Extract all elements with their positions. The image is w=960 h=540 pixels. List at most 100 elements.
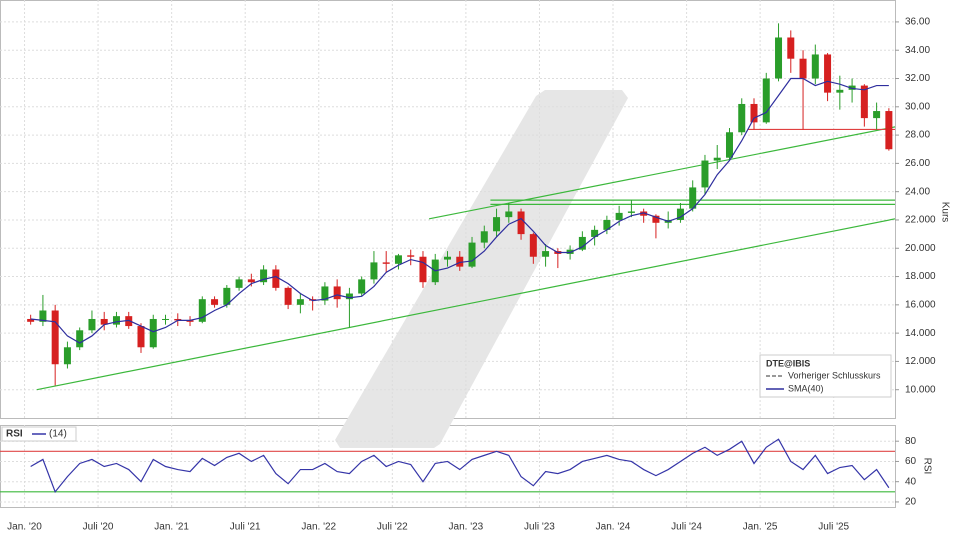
y-tick-label: 36.00 (905, 17, 930, 28)
candle-body (63, 347, 71, 365)
candle-body (162, 318, 170, 320)
candle-body (836, 89, 844, 93)
y-tick-label: 16.000 (905, 299, 936, 310)
candle-body (444, 256, 451, 260)
candle-body (493, 217, 501, 232)
candle-body (799, 58, 807, 79)
candle-body (125, 316, 133, 327)
candle-body (51, 310, 59, 365)
candle-body (750, 103, 758, 123)
candle-body (456, 256, 464, 267)
y-tick-label: 12.000 (905, 356, 936, 367)
trend-line (428, 126, 896, 220)
candle-body (149, 318, 157, 348)
candle-body (676, 208, 684, 220)
candle-body (211, 299, 219, 305)
x-tick-label: Jan. '22 (301, 522, 336, 533)
candle-body (517, 211, 525, 235)
rsi-title: RSI (6, 429, 23, 440)
legend-label: Vorheriger Schlusskurs (788, 370, 881, 380)
candle-body (333, 286, 341, 300)
candle-body (272, 269, 280, 288)
candle-body (542, 251, 550, 257)
x-tick-label: Jan. '24 (596, 522, 631, 533)
series-line (30, 438, 890, 494)
candle-body (566, 249, 574, 254)
candle-body (284, 287, 292, 305)
y-tick-label: 26.00 (905, 158, 930, 169)
candle-body (260, 269, 268, 283)
candle-body (615, 212, 623, 220)
candle-body (860, 85, 868, 119)
trend-line (36, 218, 896, 391)
candle-body (76, 330, 84, 348)
candle-body (309, 299, 317, 301)
y-tick-label: 32.00 (905, 73, 930, 84)
x-tick-label: Juli '21 (230, 522, 261, 533)
y-tick-label: 20.000 (905, 243, 936, 254)
y-tick-label: 14.000 (905, 328, 936, 339)
candle-body (468, 242, 476, 267)
candle-body (505, 211, 513, 218)
series-line (30, 77, 889, 344)
candle-body (394, 255, 402, 264)
candle-body (88, 318, 96, 331)
candle-body (529, 234, 537, 257)
y-tick-label: 40 (905, 476, 917, 487)
candle-body (198, 299, 206, 322)
rsi-legend-label: (14) (49, 429, 67, 440)
candle-body (235, 279, 243, 288)
candle-body (640, 211, 648, 216)
candle-body (247, 279, 255, 283)
candle-body (885, 111, 893, 150)
candle-body (811, 54, 819, 79)
candle-body (578, 236, 586, 250)
candle-body (701, 160, 709, 188)
candle-body (824, 54, 832, 93)
candle-body (713, 157, 721, 161)
x-tick-label: Juli '20 (83, 522, 114, 533)
x-tick-label: Jan. '23 (449, 522, 484, 533)
candle-body (137, 326, 145, 348)
candle-body (296, 299, 304, 305)
x-tick-label: Juli '23 (524, 522, 555, 533)
x-tick-label: Juli '24 (671, 522, 702, 533)
y-tick-label: 30.00 (905, 101, 930, 112)
y-tick-label: 10.000 (905, 384, 936, 395)
watermark (335, 90, 628, 448)
candle-body (27, 318, 35, 322)
y-tick-label: 24.00 (905, 186, 930, 197)
y-tick-label: 80 (905, 436, 917, 447)
x-tick-label: Juli '22 (377, 522, 408, 533)
x-tick-label: Juli '25 (818, 522, 849, 533)
rsi-axis-label: RSI (921, 458, 932, 475)
candle-body (419, 256, 427, 283)
candle-body (223, 287, 231, 305)
candle-body (382, 262, 390, 264)
candle-body (689, 187, 697, 209)
x-tick-label: Jan. '25 (743, 522, 778, 533)
x-tick-label: Jan. '20 (7, 522, 42, 533)
candle-body (112, 316, 120, 325)
candle-body (370, 262, 378, 280)
candle-body (358, 279, 366, 294)
candle-body (321, 286, 329, 301)
y-tick-label: 60 (905, 456, 917, 467)
legend-title: DTE@IBIS (766, 358, 810, 368)
candle-body (848, 85, 856, 90)
candle-body (39, 310, 47, 322)
x-tick-label: Jan. '21 (154, 522, 189, 533)
candle-body (627, 211, 635, 213)
candle-body (725, 132, 733, 158)
candle-body (345, 293, 353, 300)
candle-body (775, 37, 783, 79)
candle-body (762, 78, 770, 123)
candle-body (186, 320, 194, 322)
candle-body (873, 111, 881, 119)
candle-body (480, 231, 488, 243)
y-tick-label: 18.000 (905, 271, 936, 282)
candle-body (591, 229, 599, 237)
y-tick-label: 20 (905, 497, 917, 508)
